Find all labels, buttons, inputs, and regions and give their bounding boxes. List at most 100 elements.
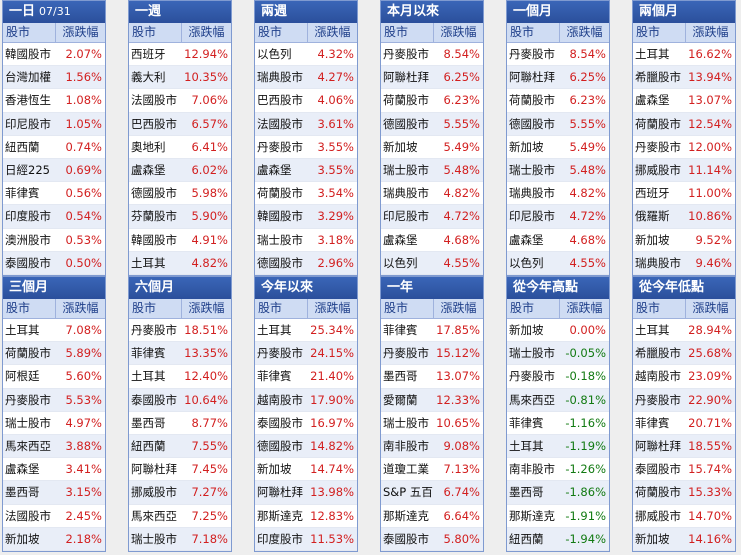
market-name[interactable]: 盧森堡 — [257, 163, 292, 178]
list-item[interactable]: 道瓊工業 7.13% — [381, 458, 483, 482]
list-item[interactable]: 泰國股市 5.80% — [381, 527, 483, 551]
list-item[interactable]: 紐西蘭 0.74% — [3, 136, 105, 159]
list-item[interactable]: 挪威股市 11.14% — [633, 158, 735, 183]
list-item[interactable]: 瑞士股市 10.65% — [381, 412, 483, 435]
market-name[interactable]: 阿聯杜拜 — [131, 462, 177, 477]
list-item[interactable]: 丹麥股市 8.54% — [507, 43, 609, 67]
list-item[interactable]: 俄羅斯 10.86% — [633, 205, 735, 229]
list-item[interactable]: 法國股市 3.61% — [255, 112, 357, 136]
market-name[interactable]: 瑞士股市 — [257, 232, 303, 247]
market-name[interactable]: 墨西哥 — [5, 485, 40, 500]
list-item[interactable]: 挪威股市 7.27% — [129, 481, 231, 505]
market-name[interactable]: 奧地利 — [131, 139, 166, 154]
list-item[interactable]: 盧森堡 6.02% — [129, 158, 231, 183]
market-name[interactable]: 馬來西亞 — [509, 392, 555, 407]
market-name[interactable]: 阿聯杜拜 — [257, 485, 303, 500]
list-item[interactable]: 盧森堡 4.68% — [381, 229, 483, 252]
market-name[interactable]: 丹麥股市 — [131, 323, 177, 338]
list-item[interactable]: 墨西哥 3.15% — [3, 481, 105, 505]
list-item[interactable]: 馬來西亞 7.25% — [129, 505, 231, 528]
market-name[interactable]: 紐西蘭 — [5, 139, 40, 154]
list-item[interactable]: 新加坡 14.74% — [255, 458, 357, 482]
list-item[interactable]: 馬來西亞 -0.81% — [507, 388, 609, 412]
market-name[interactable]: 菲律賓 — [383, 323, 418, 338]
list-item[interactable]: 馬來西亞 3.88% — [3, 434, 105, 459]
list-item[interactable]: 印度股市 0.54% — [3, 205, 105, 229]
market-name[interactable]: 土耳其 — [509, 439, 544, 454]
list-item[interactable]: 紐西蘭 -1.94% — [507, 527, 609, 551]
market-name[interactable]: 盧森堡 — [383, 232, 418, 247]
market-name[interactable]: 土耳其 — [5, 323, 40, 338]
market-name[interactable]: 阿聯杜拜 — [509, 70, 555, 85]
market-name[interactable]: 盧森堡 — [131, 163, 166, 178]
market-name[interactable]: 德國股市 — [509, 116, 555, 131]
list-item[interactable]: 德國股市 5.55% — [507, 112, 609, 136]
list-item[interactable]: 盧森堡 3.41% — [3, 458, 105, 482]
market-name[interactable]: 泰國股市 — [635, 462, 681, 477]
market-name[interactable]: 韓國股市 — [131, 232, 177, 247]
list-item[interactable]: 瑞典股市 9.46% — [633, 251, 735, 275]
market-name[interactable]: 新加坡 — [383, 139, 418, 154]
list-item[interactable]: S&P 五百 6.74% — [381, 481, 483, 505]
list-item[interactable]: 義大利 10.35% — [129, 66, 231, 90]
list-item[interactable]: 印度股市 11.53% — [255, 527, 357, 551]
list-item[interactable]: 巴西股市 4.06% — [255, 89, 357, 113]
list-item[interactable]: 丹麥股市 8.54% — [381, 43, 483, 67]
market-name[interactable]: 荷蘭股市 — [383, 93, 429, 108]
list-item[interactable]: 荷蘭股市 15.33% — [633, 481, 735, 505]
market-name[interactable]: 丹麥股市 — [257, 346, 303, 361]
list-item[interactable]: 土耳其 12.40% — [129, 365, 231, 389]
market-name[interactable]: 台灣加權 — [5, 70, 51, 85]
list-item[interactable]: 奧地利 6.41% — [129, 136, 231, 159]
market-name[interactable]: 丹麥股市 — [509, 47, 555, 62]
list-item[interactable]: 瑞士股市 5.48% — [507, 158, 609, 183]
list-item[interactable]: 南非股市 9.08% — [381, 434, 483, 459]
market-name[interactable]: 巴西股市 — [131, 116, 177, 131]
list-item[interactable]: 阿聯杜拜 18.55% — [633, 434, 735, 459]
market-name[interactable]: 瑞士股市 — [383, 163, 429, 178]
list-item[interactable]: 韓國股市 3.29% — [255, 205, 357, 229]
market-name[interactable]: 泰國股市 — [131, 392, 177, 407]
list-item[interactable]: 新加坡 0.00% — [507, 319, 609, 343]
market-name[interactable]: 愛爾蘭 — [383, 392, 418, 407]
market-name[interactable]: 紐西蘭 — [509, 531, 544, 546]
market-name[interactable]: 新加坡 — [635, 232, 670, 247]
list-item[interactable]: 墨西哥 13.07% — [381, 365, 483, 389]
list-item[interactable]: 阿聯杜拜 7.45% — [129, 458, 231, 482]
list-item[interactable]: 盧森堡 3.55% — [255, 158, 357, 183]
market-name[interactable]: 菲律賓 — [257, 369, 292, 384]
market-name[interactable]: 印度股市 — [5, 209, 51, 224]
list-item[interactable]: 瑞士股市 -0.05% — [507, 342, 609, 366]
list-item[interactable]: 瑞典股市 4.82% — [381, 182, 483, 206]
list-item[interactable]: 那斯達克 -1.91% — [507, 505, 609, 528]
market-name[interactable]: 馬來西亞 — [5, 439, 51, 454]
market-name[interactable]: 菲律賓 — [509, 415, 544, 430]
market-name[interactable]: 丹麥股市 — [383, 47, 429, 62]
market-name[interactable]: 那斯達克 — [257, 508, 303, 523]
market-name[interactable]: 盧森堡 — [5, 462, 40, 477]
market-name[interactable]: 土耳其 — [257, 323, 292, 338]
market-name[interactable]: 道瓊工業 — [383, 462, 429, 477]
market-name[interactable]: 西班牙 — [131, 47, 166, 62]
list-item[interactable]: 那斯達克 12.83% — [255, 505, 357, 528]
market-name[interactable]: 以色列 — [383, 255, 418, 270]
market-name[interactable]: 丹麥股市 — [509, 369, 555, 384]
list-item[interactable]: 瑞典股市 4.82% — [507, 182, 609, 206]
market-name[interactable]: 土耳其 — [131, 369, 166, 384]
market-name[interactable]: 印尼股市 — [509, 209, 555, 224]
list-item[interactable]: 阿聯杜拜 13.98% — [255, 481, 357, 505]
market-name[interactable]: 盧森堡 — [635, 93, 670, 108]
list-item[interactable]: 西班牙 12.94% — [129, 43, 231, 67]
list-item[interactable]: 墨西哥 8.77% — [129, 412, 231, 435]
list-item[interactable]: 巴西股市 6.57% — [129, 112, 231, 136]
market-name[interactable]: 印度股市 — [257, 531, 303, 546]
market-name[interactable]: 菲律賓 — [635, 415, 670, 430]
list-item[interactable]: 土耳其 -1.19% — [507, 434, 609, 459]
list-item[interactable]: 以色列 4.55% — [507, 251, 609, 275]
market-name[interactable]: 希臘股市 — [635, 346, 681, 361]
list-item[interactable]: 瑞士股市 7.18% — [129, 527, 231, 551]
market-name[interactable]: 新加坡 — [5, 531, 40, 546]
market-name[interactable]: 以色列 — [257, 47, 292, 62]
list-item[interactable]: 希臘股市 13.94% — [633, 66, 735, 90]
market-name[interactable]: 瑞典股市 — [257, 70, 303, 85]
